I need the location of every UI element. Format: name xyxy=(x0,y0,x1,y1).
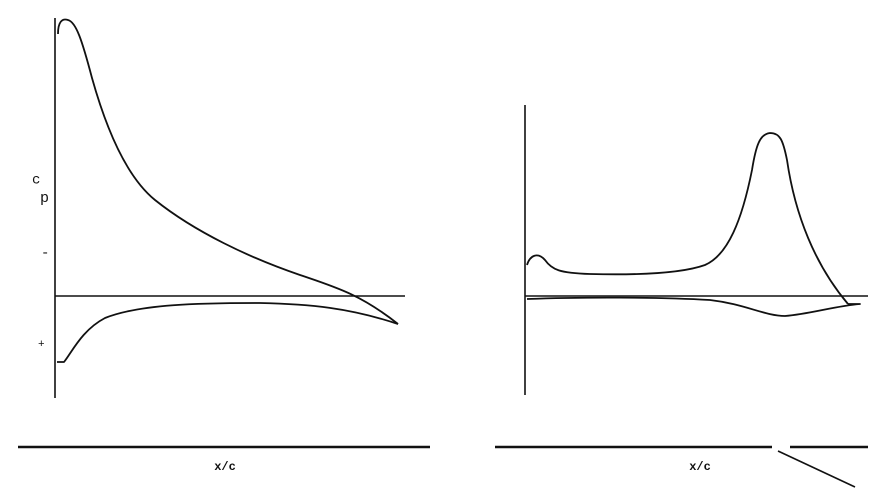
minus-sign: - xyxy=(41,246,49,262)
y-label-sub: p xyxy=(40,190,49,207)
upper-surface-curve xyxy=(526,132,849,305)
lower-surface-curve xyxy=(57,302,399,363)
x-label: x/c xyxy=(689,460,711,474)
y-label: c xyxy=(32,173,40,189)
plus-sign: + xyxy=(38,339,45,351)
lower-surface-curve xyxy=(526,296,861,317)
upper-surface-curve xyxy=(57,18,399,325)
diagonal-mark xyxy=(777,450,856,488)
x-label: x/c xyxy=(214,460,236,474)
